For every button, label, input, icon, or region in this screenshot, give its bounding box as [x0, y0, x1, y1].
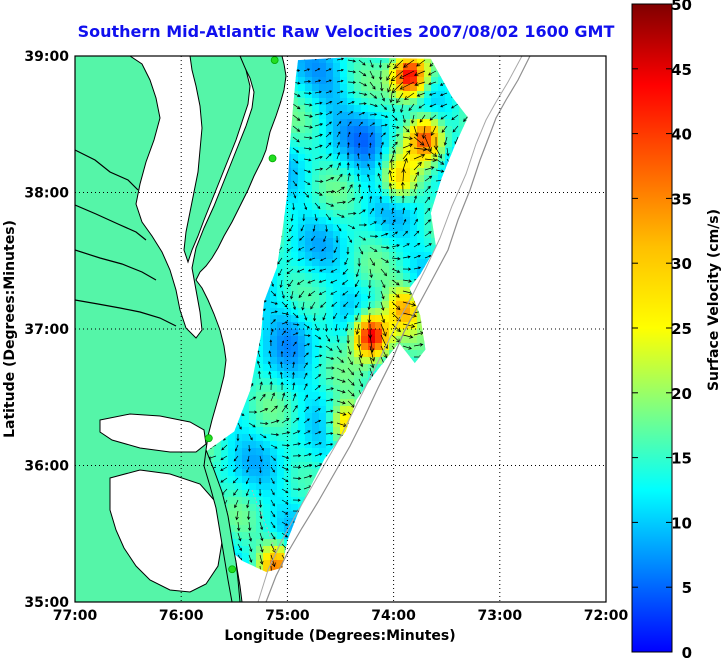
y-tick-label: 38:00 [24, 186, 69, 202]
colorbar-tick-label: 0 [682, 644, 692, 659]
colorbar-tick-label: 30 [671, 255, 692, 273]
pamlico-sound [109, 469, 223, 593]
rappahannock-river [75, 204, 147, 241]
y-tick-label: 39:00 [24, 49, 69, 65]
y-tick-label: 35:00 [24, 595, 69, 611]
station-marker [228, 565, 237, 574]
york-river [75, 249, 157, 281]
x-tick-label: 72:00 [584, 608, 629, 624]
albemarle-sound [99, 413, 207, 453]
colorbar-label: Surface Velocity (cm/s) [706, 209, 722, 391]
colorbar-tick-label: 40 [671, 126, 692, 144]
x-tick-label: 76:00 [159, 608, 204, 624]
colorbar-tick-label: 45 [671, 61, 692, 79]
colorbar [631, 3, 673, 653]
y-tick-label: 37:00 [24, 322, 69, 338]
outer-banks [203, 449, 241, 602]
bathymetry-contour-2 [257, 56, 523, 602]
colorbar-tick-label: 35 [671, 190, 692, 208]
potomac-river [75, 149, 139, 191]
plot-title: Southern Mid-Atlantic Raw Velocities 200… [77, 22, 615, 41]
station-marker [268, 154, 277, 163]
station-marker [270, 56, 279, 64]
bathymetry-contour-1 [265, 56, 531, 602]
x-tick-label: 74:00 [371, 608, 416, 624]
radar-stations [204, 56, 279, 574]
colorbar-tick-label: 5 [682, 579, 692, 597]
bathymetry-contour-3 [251, 489, 277, 555]
x-tick-labels: 77:00 76:00 75:00 74:00 73:00 72:00 [53, 608, 629, 624]
y-tick-label: 36:00 [24, 459, 69, 475]
y-tick-labels: 39:00 38:00 37:00 36:00 35:00 [24, 49, 69, 611]
colorbar-tick-label: 20 [671, 385, 692, 403]
grid-lines [75, 56, 606, 602]
delmarva-peninsula [183, 56, 251, 264]
station-marker [204, 434, 213, 443]
colorbar-tick-label: 15 [671, 450, 692, 468]
plot-frame [74, 55, 607, 603]
y-axis-label: Latitude (Degrees:Minutes) [2, 220, 18, 438]
james-river [75, 299, 177, 327]
colorbar-tick-label: 10 [671, 514, 692, 532]
colorbar-tick-label: 25 [671, 320, 692, 338]
x-axis-label: Longitude (Degrees:Minutes) [224, 628, 455, 644]
x-tick-label: 77:00 [53, 608, 98, 624]
colorbar-tick-label: 50 [671, 0, 692, 14]
x-tick-label: 75:00 [265, 608, 310, 624]
x-tick-label: 73:00 [478, 608, 523, 624]
